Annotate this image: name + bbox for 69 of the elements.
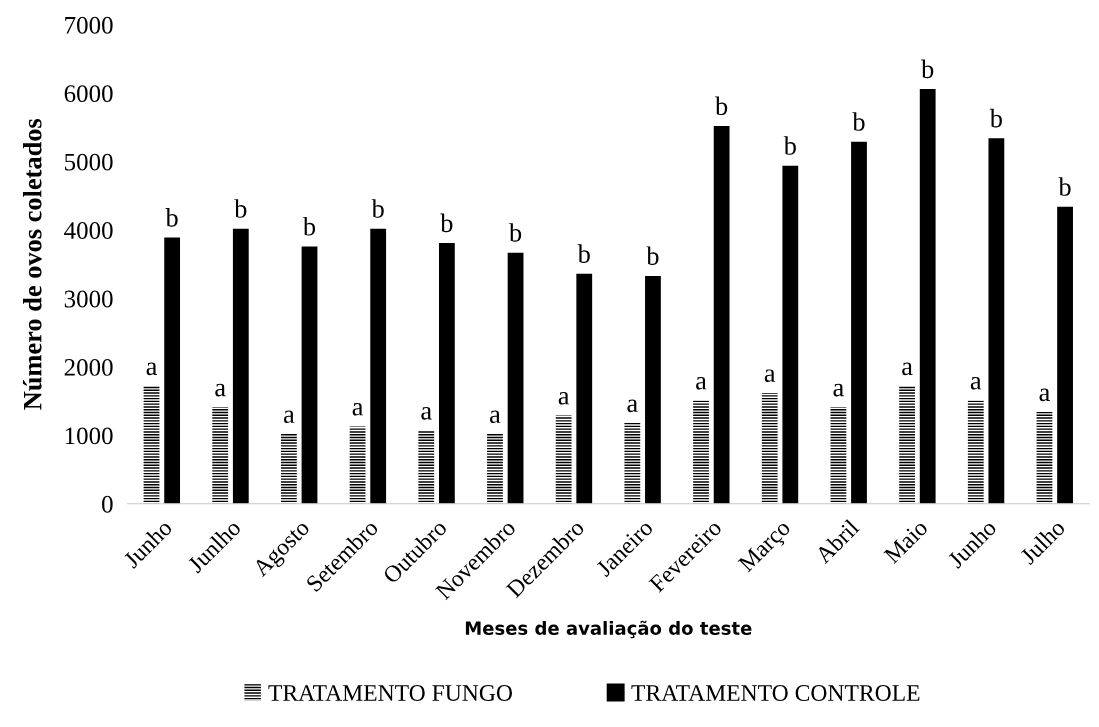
bar [919, 89, 936, 504]
data-label: b [234, 199, 247, 218]
y-tick-label: 4000 [64, 222, 113, 239]
data-label: a [627, 399, 638, 413]
bar [212, 407, 229, 504]
bar [645, 275, 661, 504]
data-label: b [852, 112, 865, 131]
data-label: a [558, 391, 570, 405]
bar [576, 273, 593, 504]
bar [555, 415, 572, 504]
bar [1057, 206, 1073, 504]
y-tick-label: 7000 [65, 16, 113, 34]
bar [899, 386, 915, 504]
data-label: b [508, 223, 522, 242]
bar [967, 400, 984, 504]
bar [782, 165, 799, 504]
data-label: a [970, 376, 982, 390]
bar [507, 252, 524, 504]
x-axis-title: Meses de avaliação do teste [465, 620, 752, 639]
data-label: b [1058, 177, 1071, 196]
bar [851, 141, 867, 504]
bar [1036, 412, 1053, 504]
data-label: b [646, 246, 659, 265]
data-label: b [165, 208, 178, 227]
data-label: a [421, 407, 432, 420]
data-label: b [715, 96, 728, 116]
x-tick-label: Maio [883, 518, 929, 565]
y-tick-label: 5000 [65, 153, 113, 171]
bar [830, 407, 847, 504]
data-label: a [833, 383, 844, 397]
data-label: b [921, 59, 934, 79]
data-label: a [902, 362, 913, 376]
data-label: a [283, 410, 295, 424]
data-label: b [440, 213, 453, 233]
data-label: a [490, 410, 501, 424]
bar [624, 423, 641, 504]
data-label: b [783, 136, 796, 155]
bar [988, 138, 1005, 504]
data-label: b [989, 108, 1002, 128]
y-tick-label: 3000 [64, 290, 113, 308]
bar [232, 228, 249, 504]
y-tick-label: 6000 [64, 85, 113, 103]
bar [281, 434, 297, 504]
data-label: a [352, 402, 364, 416]
bar [438, 243, 455, 504]
bar [418, 430, 435, 504]
data-label: b [577, 244, 590, 263]
bar [349, 426, 366, 504]
data-label: a [215, 383, 226, 397]
y-tick-label: 1000 [65, 427, 113, 445]
y-tick-label: 0 [102, 495, 113, 513]
bar [487, 434, 503, 504]
bar [370, 228, 387, 504]
bar [143, 386, 160, 504]
data-label: a [764, 369, 776, 383]
data-label: b [302, 216, 316, 236]
data-label: a [1039, 388, 1050, 402]
bar [761, 392, 778, 504]
y-axis-title: Número de ovos coletados [22, 118, 42, 410]
data-label: a [146, 362, 158, 376]
legend-label: TRATAMENTO CONTROLE [631, 685, 920, 701]
bar [164, 237, 181, 504]
y-tick-label: 2000 [64, 358, 113, 376]
bar [713, 126, 730, 504]
legend-label: TRATAMENTO FUNGO [268, 685, 512, 701]
bar [693, 400, 709, 504]
bar [301, 246, 318, 504]
data-label: b [371, 199, 384, 218]
data-label: a [696, 376, 707, 390]
